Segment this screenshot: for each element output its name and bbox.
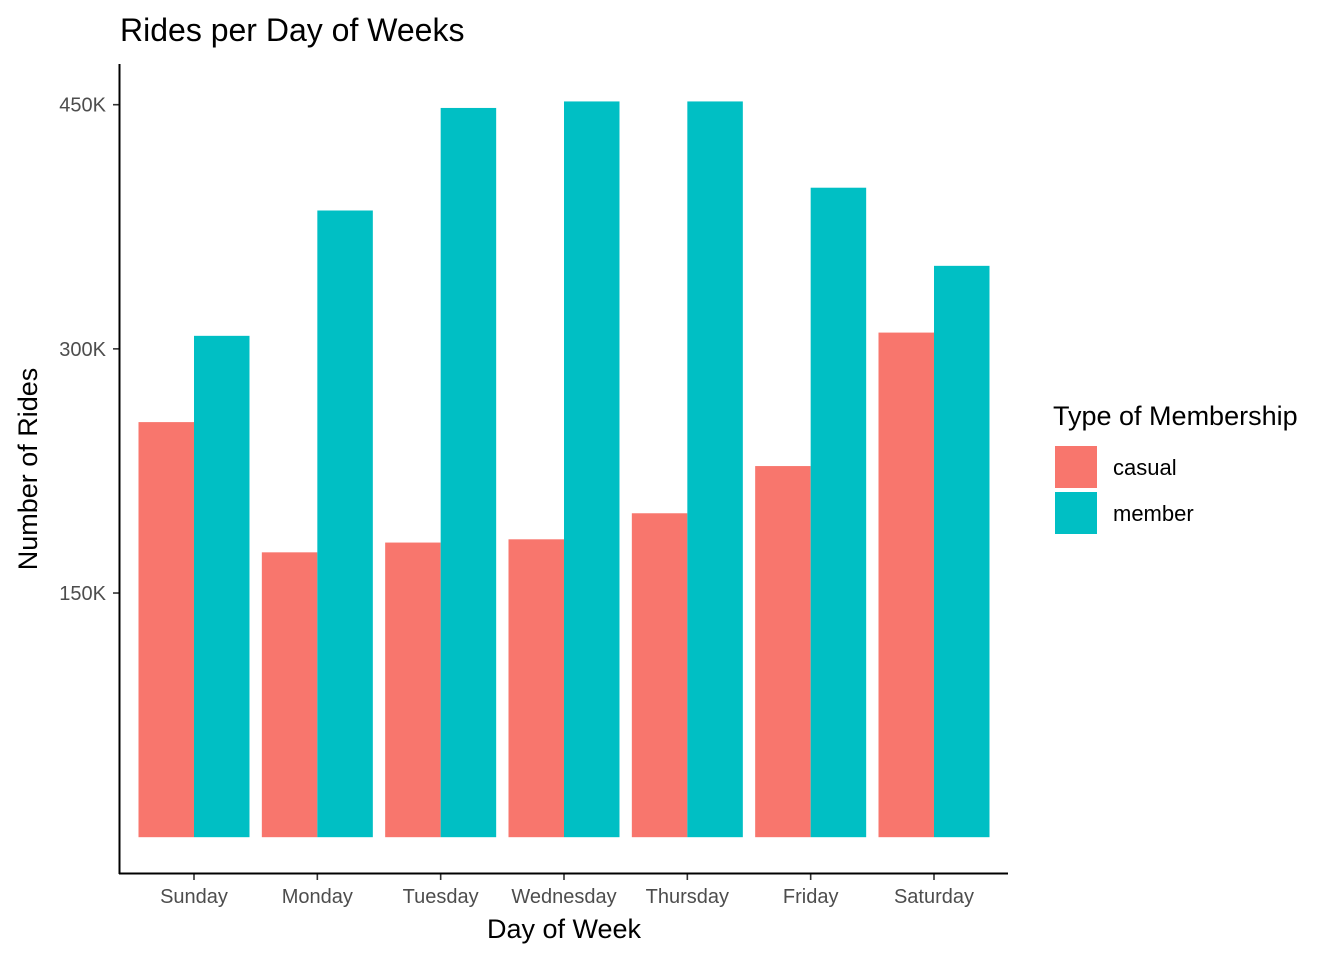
y-axis-title: Number of Rides — [13, 368, 43, 571]
bar-member-thursday — [687, 101, 743, 838]
x-tick-label: Friday — [783, 886, 839, 908]
bar-casual-sunday — [138, 422, 194, 838]
legend-key-member — [1055, 492, 1097, 534]
x-tick-label: Sunday — [160, 886, 228, 908]
x-axis-title: Day of Week — [487, 914, 642, 944]
chart-title: Rides per Day of Weeks — [120, 12, 464, 48]
bar-casual-friday — [755, 466, 811, 838]
legend-key-casual — [1055, 446, 1097, 488]
x-tick-label: Monday — [282, 886, 353, 908]
bar-casual-thursday — [631, 513, 688, 838]
legend-label-casual: casual — [1113, 455, 1177, 480]
x-tick-label: Saturday — [894, 886, 974, 908]
bar-member-monday — [317, 210, 373, 838]
legend-label-member: member — [1113, 501, 1194, 526]
bar-casual-tuesday — [385, 542, 441, 838]
bar-member-saturday — [934, 265, 990, 838]
bar-member-sunday — [194, 335, 250, 838]
x-tick-label: Thursday — [646, 886, 729, 908]
bar-member-tuesday — [440, 107, 497, 838]
bar-casual-monday — [261, 552, 318, 838]
y-axis-ticks: 150K 300K 450K — [59, 95, 120, 605]
bar-casual-wednesday — [508, 539, 564, 838]
y-tick-label: 150K — [59, 583, 106, 605]
x-tick-label: Wednesday — [511, 886, 616, 908]
x-axis-ticks: Sunday Monday Tuesday Wednesday Thursday Frid… — [160, 873, 974, 908]
y-tick-label: 300K — [59, 339, 106, 361]
legend-title: Type of Membership — [1053, 401, 1298, 431]
legend: Type of Membership casual member — [1053, 401, 1298, 534]
y-tick-label: 450K — [59, 95, 106, 117]
bar-member-friday — [810, 187, 867, 838]
bar-casual-saturday — [878, 332, 934, 838]
legend-items: casual member — [1055, 446, 1194, 534]
x-tick-label: Tuesday — [403, 886, 479, 908]
bars-layer — [138, 101, 990, 838]
bar-member-wednesday — [564, 101, 620, 838]
